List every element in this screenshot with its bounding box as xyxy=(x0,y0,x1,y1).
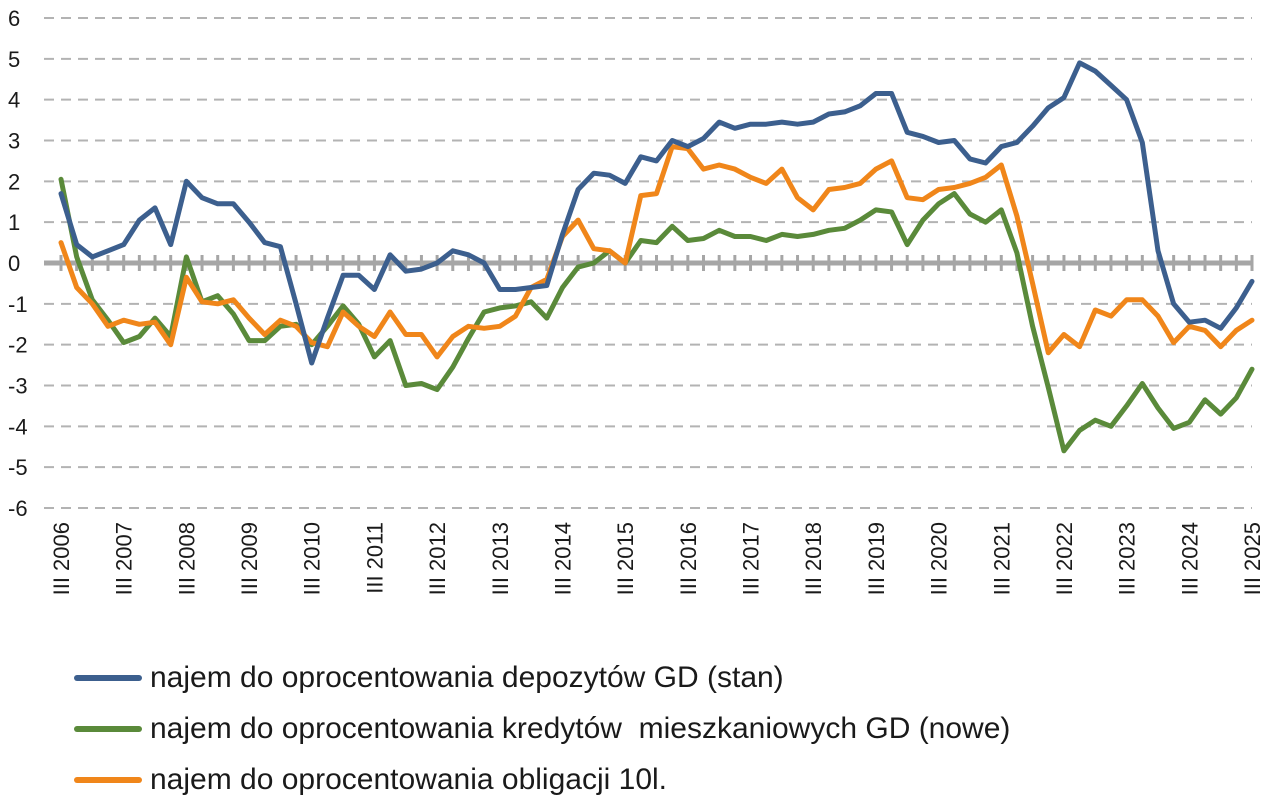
x-tick-label: III 2025 xyxy=(1240,522,1265,595)
x-tick-label: III 2019 xyxy=(864,522,889,595)
legend-swatch-mortgages xyxy=(74,725,142,732)
legend-item-deposits: najem do oprocentowania depozytów GD (st… xyxy=(74,652,1254,703)
y-tick-label: -6 xyxy=(8,496,28,521)
x-tick-label: III 2023 xyxy=(1115,522,1140,595)
legend-swatch-bonds xyxy=(74,776,142,783)
series-line-1 xyxy=(58,176,1255,454)
x-tick-label: III 2006 xyxy=(49,522,74,595)
series-lines xyxy=(58,60,1255,454)
y-tick-label: -2 xyxy=(8,333,28,358)
series-line-2 xyxy=(58,144,1255,360)
y-tick-label: -4 xyxy=(8,414,28,439)
x-tick-label: III 2024 xyxy=(1177,522,1202,595)
y-tick-label: 1 xyxy=(8,210,20,235)
y-tick-label: 6 xyxy=(8,6,20,31)
y-tick-label: 2 xyxy=(8,169,20,194)
y-tick-label: 5 xyxy=(8,47,20,72)
x-tick-label: III 2014 xyxy=(551,522,576,595)
x-tick-label: III 2018 xyxy=(801,522,826,595)
y-tick-label: 0 xyxy=(8,251,20,276)
x-tick-label: III 2015 xyxy=(613,522,638,595)
y-tick-label: 4 xyxy=(8,88,20,113)
y-tick-label: 3 xyxy=(8,129,20,154)
x-tick-label: III 2021 xyxy=(989,522,1014,595)
x-axis: III 2006 III 2007 III 2008 III 2009 III 2010… xyxy=(49,522,1265,595)
zero-axis xyxy=(44,255,1254,271)
legend-swatch-deposits xyxy=(74,674,142,681)
x-tick-label: III 2009 xyxy=(237,522,262,595)
series-line-0 xyxy=(58,60,1255,366)
x-tick-label: III 2007 xyxy=(112,522,137,595)
gridlines xyxy=(44,17,1252,509)
x-tick-label: III 2016 xyxy=(676,522,701,595)
legend: najem do oprocentowania depozytów GD (st… xyxy=(74,652,1254,805)
x-tick-label: III 2011 xyxy=(362,522,387,594)
x-tick-label: III 2010 xyxy=(300,522,325,595)
legend-label-bonds: najem do oprocentowania obligacji 10l. xyxy=(150,762,668,796)
x-tick-label: III 2022 xyxy=(1052,522,1077,595)
x-tick-label: III 2013 xyxy=(488,522,513,595)
legend-label-mortgages: najem do oprocentowania kredytów mieszka… xyxy=(150,711,1011,745)
x-tick-label: III 2020 xyxy=(927,522,952,595)
y-axis: 6 5 4 3 2 1 0 -1 -2 -3 -4 -5 -6 xyxy=(8,6,28,521)
legend-label-deposits: najem do oprocentowania depozytów GD (st… xyxy=(150,660,784,694)
legend-item-mortgages: najem do oprocentowania kredytów mieszka… xyxy=(74,703,1254,754)
y-tick-label: -1 xyxy=(8,292,28,317)
legend-item-bonds: najem do oprocentowania obligacji 10l. xyxy=(74,754,1254,805)
x-tick-label: III 2012 xyxy=(425,522,450,595)
y-tick-label: -5 xyxy=(8,455,28,480)
x-tick-label: III 2008 xyxy=(174,522,199,595)
x-tick-label: III 2017 xyxy=(739,522,764,595)
y-tick-label: -3 xyxy=(8,374,28,399)
